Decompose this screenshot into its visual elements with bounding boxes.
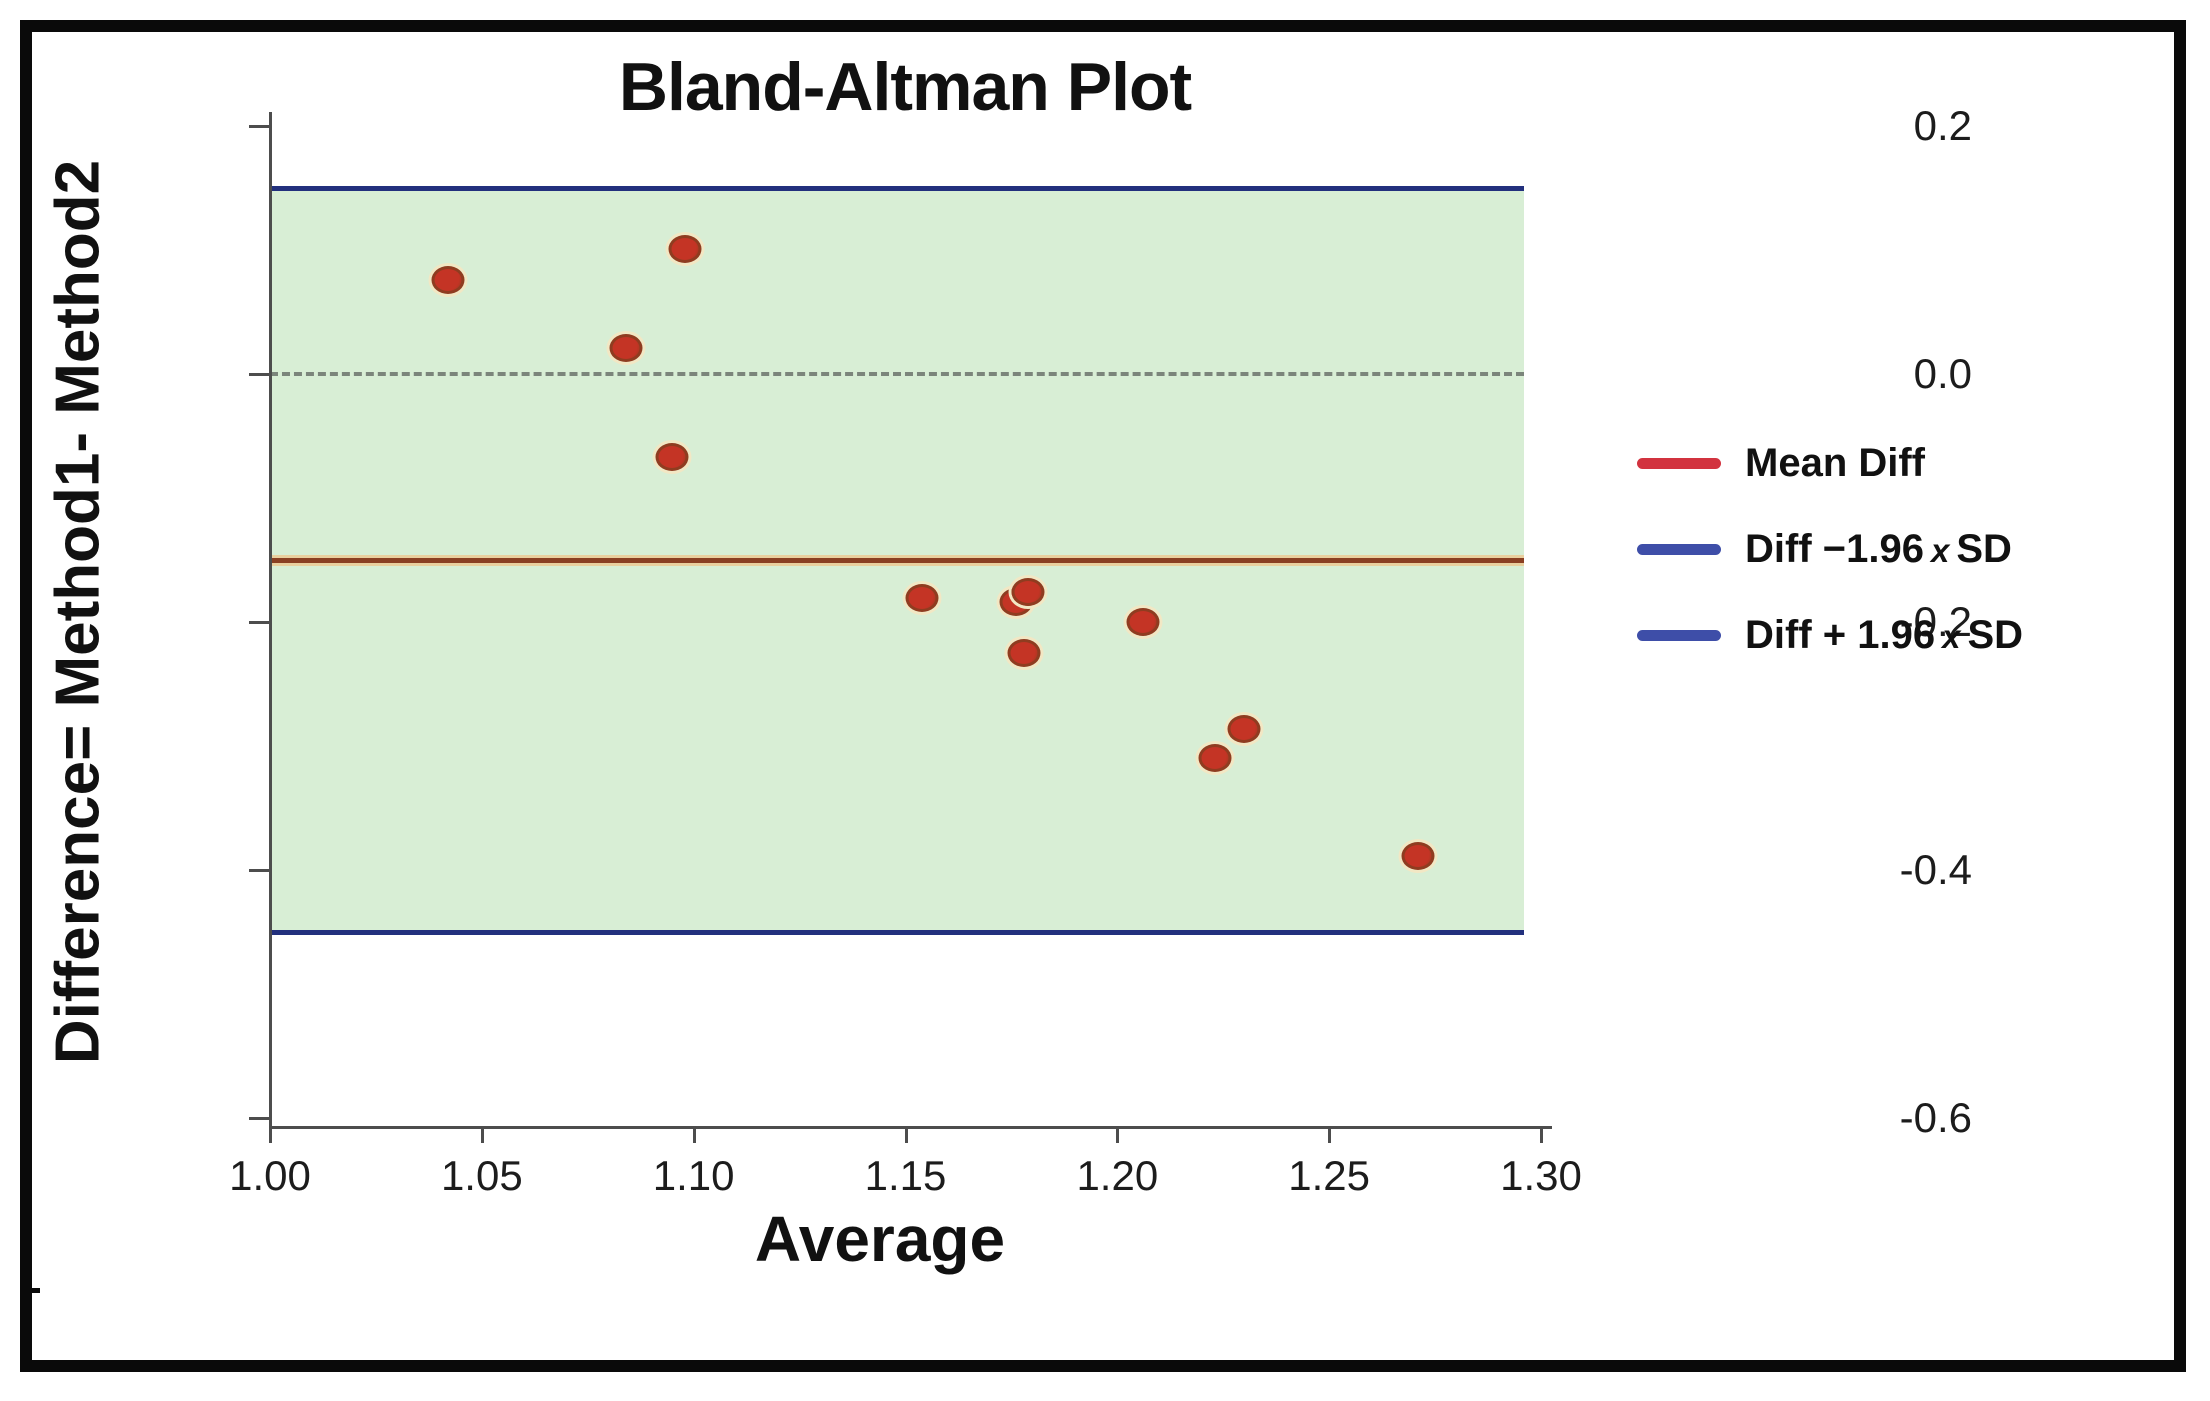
x-tick: [1116, 1126, 1120, 1143]
data-point: [1227, 714, 1261, 743]
data-point: [1007, 639, 1041, 667]
legend-row: Diff + 1.96 x SD: [1637, 605, 2023, 665]
y-tick: [249, 125, 270, 128]
y-tick: [249, 869, 270, 872]
refline-zero: [270, 372, 1524, 376]
data-point: [1011, 578, 1045, 607]
x-tick: [480, 1126, 484, 1143]
x-tick-label: 1.00: [229, 1152, 311, 1199]
chart-title: Bland-Altman Plot: [618, 49, 1192, 125]
data-point: [609, 333, 643, 362]
y-tick-label: -0.4: [1899, 846, 1972, 893]
x-tick-label: 1.30: [1500, 1152, 1582, 1199]
x-tick-label: 1.20: [1076, 1152, 1159, 1199]
y-tick: [249, 373, 270, 376]
x-tick: [1540, 1126, 1543, 1143]
legend-label: Mean Diff: [1745, 440, 1925, 485]
data-point: [1198, 744, 1232, 773]
x-tick: [692, 1126, 696, 1143]
legend-multiply-symbol: x: [1942, 617, 1961, 655]
y-tick-label: -0.2: [1899, 598, 1972, 645]
data-point: [431, 265, 465, 294]
x-tick-label: 1.25: [1288, 1152, 1371, 1199]
x-axis-label: Average: [754, 1203, 1006, 1275]
data-point: [668, 234, 702, 263]
data-point: [905, 584, 939, 613]
x-tick-label: 1.15: [864, 1152, 947, 1199]
x-tick-label: 1.05: [440, 1152, 523, 1199]
x-tick: [1328, 1126, 1332, 1143]
legend-label: Diff + 1.96 x SD: [1745, 612, 2024, 657]
refline-mean-diff: [270, 558, 1524, 563]
legend-swatch-line: [1637, 629, 1721, 641]
y-tick: [249, 1117, 270, 1120]
y-tick-label: 0.2: [1913, 102, 1972, 149]
y-tick-label: 0.0: [1913, 350, 1972, 397]
legend-row: Mean Diff: [1637, 433, 1925, 493]
y-tick-label: -0.6: [1899, 1094, 1972, 1141]
legend-multiply-symbol: x: [1930, 531, 1950, 569]
x-tick-label: 1.10: [652, 1152, 735, 1199]
y-axis-label: Difference= Method1- Method2: [43, 159, 113, 1065]
data-point: [1401, 842, 1435, 871]
frame-artifact-dash: [20, 1288, 40, 1293]
refline-upper-limit: [270, 186, 1524, 191]
y-axis-spine: [269, 112, 272, 1126]
legend-swatch-line: [1637, 457, 1721, 469]
y-tick: [249, 621, 270, 624]
data-point: [1126, 608, 1160, 636]
legend-swatch-line: [1637, 543, 1721, 555]
x-axis-spine: [269, 1126, 1552, 1129]
refline-lower-limit: [270, 930, 1524, 935]
data-point: [655, 443, 689, 472]
x-tick: [904, 1126, 908, 1143]
legend-label: Diff −1.96 x SD: [1745, 526, 2012, 571]
x-tick: [269, 1126, 272, 1143]
legend-row: Diff −1.96 x SD: [1637, 519, 2012, 579]
